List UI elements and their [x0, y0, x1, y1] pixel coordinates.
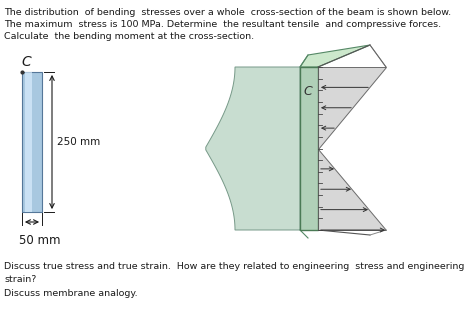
- Text: C: C: [303, 85, 312, 98]
- Text: The maximum  stress is 100 MPa. Determine  the resultant tensile  and compressiv: The maximum stress is 100 MPa. Determine…: [4, 20, 441, 29]
- Text: 50 mm: 50 mm: [19, 234, 61, 247]
- Text: 250 mm: 250 mm: [57, 137, 100, 147]
- Text: Calculate  the bending moment at the cross-section.: Calculate the bending moment at the cros…: [4, 32, 254, 41]
- Text: C: C: [21, 55, 31, 69]
- Text: strain?: strain?: [4, 275, 36, 284]
- Bar: [300, 67, 318, 230]
- Polygon shape: [318, 149, 386, 230]
- Polygon shape: [300, 45, 370, 67]
- Text: Discuss true stress and true strain.  How are they related to engineering  stres: Discuss true stress and true strain. How…: [4, 262, 465, 271]
- Text: The distribution  of bending  stresses over a whole  cross-section of the beam i: The distribution of bending stresses ove…: [4, 8, 451, 17]
- Polygon shape: [206, 67, 300, 230]
- Bar: [22, 72, 42, 212]
- Polygon shape: [318, 67, 386, 149]
- Text: Discuss membrane analogy.: Discuss membrane analogy.: [4, 289, 137, 298]
- Bar: [25, 72, 32, 212]
